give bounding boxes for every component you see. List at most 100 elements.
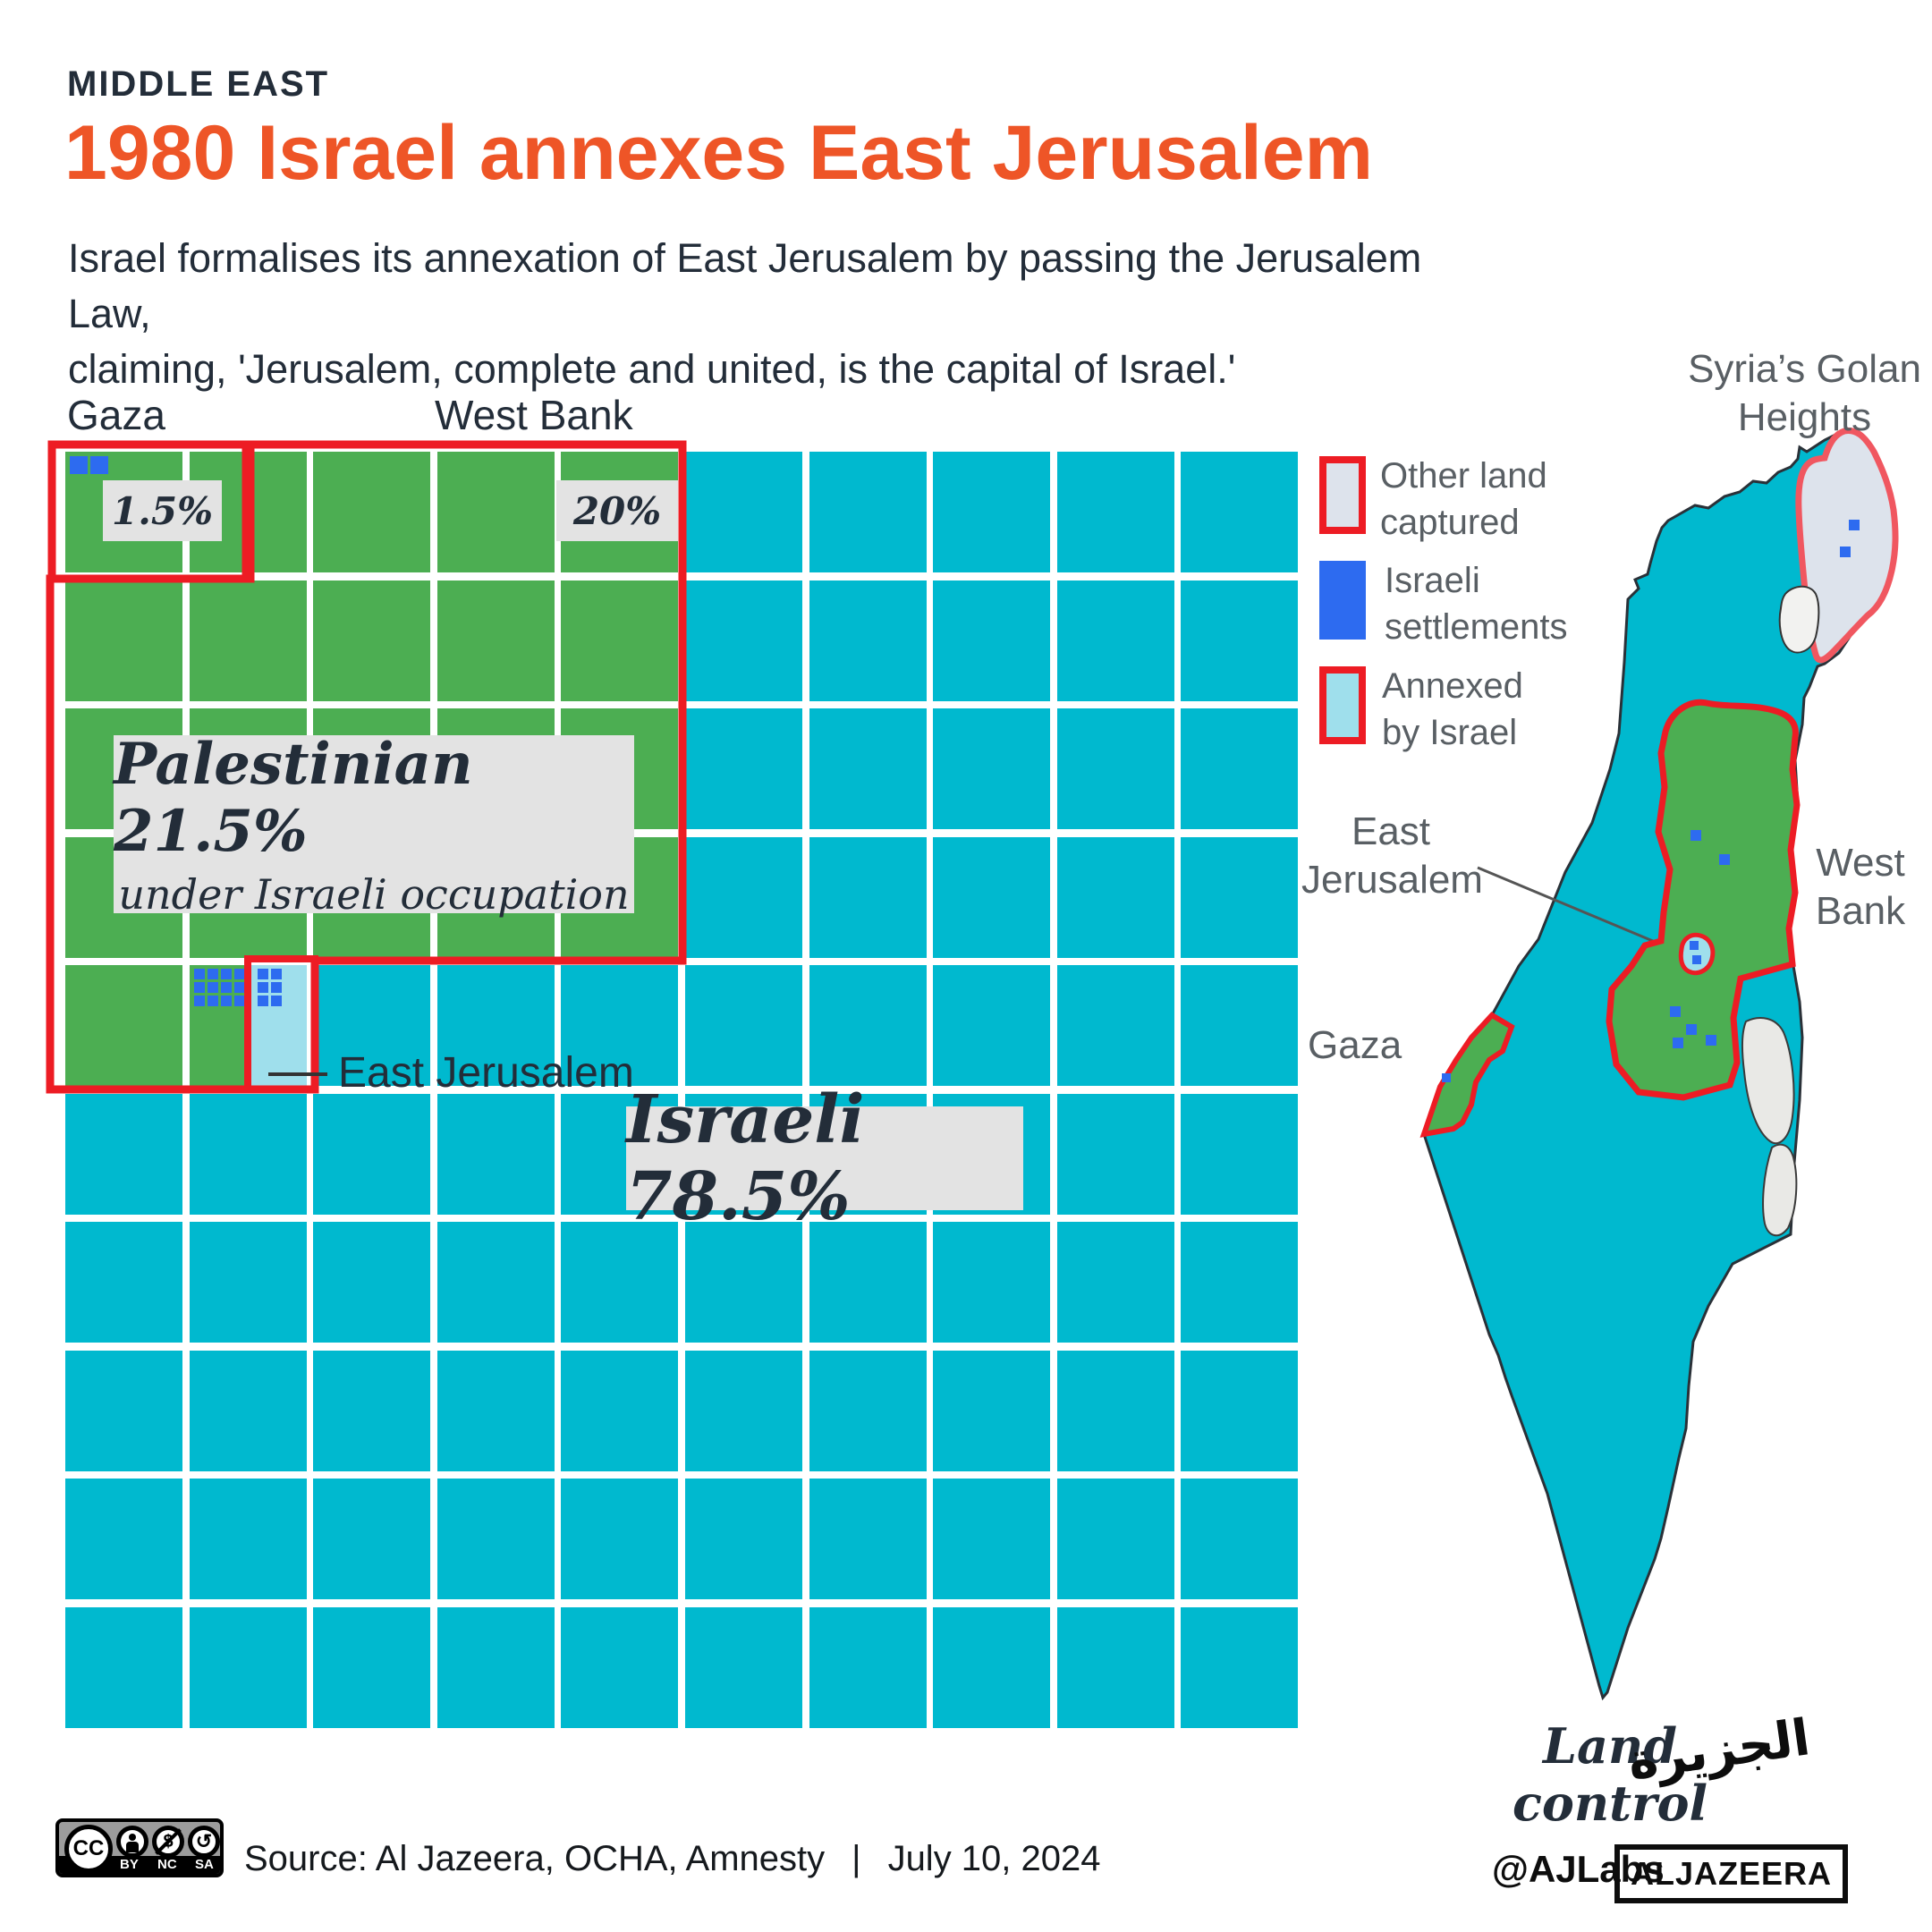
settlement-dot-wb-2 [1719,854,1730,865]
waffle-cell-israeli [561,1222,678,1343]
legend-label-other-land: Other land captured [1380,456,1547,542]
dead-sea-south [1762,1143,1798,1237]
waffle-cell-israeli [1057,1479,1174,1599]
settlement-square-west-bank [194,982,205,993]
legend-label-annexed: Annexed by Israel [1382,666,1523,752]
waffle-cell-israeli [190,1094,307,1215]
waffle-cell-israeli [437,1479,555,1599]
waffle-cell-israeli [1181,580,1298,701]
aljazeera-logo-box: ALJAZEERA [1614,1844,1849,1903]
cc-icon: CC [64,1825,113,1873]
settlement-dot-wb-3 [1670,1006,1681,1017]
israel-palestine-map [1419,427,1899,1701]
gaza-region [1419,1012,1515,1138]
waffle-cell-israeli [809,1222,927,1343]
legend-swatch-settlements [1319,561,1366,640]
waffle-cell-israeli [65,1094,182,1215]
map-label-west-bank: West Bank [1815,841,1906,933]
waffle-cell-israeli [561,1351,678,1471]
settlement-square-gaza [90,456,108,474]
settlement-square-west-bank [221,982,232,993]
waffle-cell-israeli [437,1222,555,1343]
waffle-cell-palestinian [437,580,555,701]
waffle-cell-palestinian [437,452,555,572]
waffle-cell-palestinian [65,580,182,701]
golan-heights-region [1795,427,1899,664]
map-label-golan: Syria’s Golan Heights [1688,347,1921,439]
waffle-cell-israeli [437,1094,555,1215]
settlement-dot-golan-2 [1840,547,1851,557]
cc-sa-arrow-icon: ↺ [188,1826,220,1858]
cc-sa-label: SA [195,1857,214,1872]
settlement-dot-wb-6 [1706,1035,1716,1046]
legend-swatch-other-land [1319,456,1366,534]
waffle-cell-israeli [437,1351,555,1471]
waffle-cell-israeli [1181,837,1298,958]
waffle-cell-israeli [685,1479,802,1599]
palestinian-percent-line2: under Israeli occupation [118,869,630,919]
waffle-cell-israeli [933,452,1050,572]
cc-by-label: BY [120,1857,139,1872]
waffle-cell-israeli [685,452,802,572]
gaza-percent-badge: 1.5% [103,480,222,541]
waffle-cell-israeli [933,708,1050,829]
waffle-cell-israeli [1057,1094,1174,1215]
waffle-cell-israeli [1181,1094,1298,1215]
waffle-cell-israeli [933,965,1050,1086]
settlement-dot-ej-1 [1690,941,1699,950]
settlement-square-west-bank [194,969,205,979]
waffle-cell-israeli [1057,1351,1174,1471]
israeli-percent-badge: Israeli 78.5% [626,1081,1023,1235]
map-caption-land-control: Land control [1512,1717,1708,1832]
settlement-dot-wb-4 [1686,1024,1697,1035]
waffle-cell-israeli [190,1351,307,1471]
waffle-cell-israeli [1181,452,1298,572]
subtitle: Israel formalises its annexation of East… [68,235,1422,392]
waffle-cell-israeli [1057,1607,1174,1728]
waffle-cell-israeli [685,708,802,829]
settlement-square-east-jerusalem [258,982,268,993]
settlement-dot-ej-2 [1692,955,1701,964]
settlement-square-west-bank [208,996,218,1006]
settlement-square-west-bank [208,969,218,979]
waffle-cell-israeli [1057,708,1174,829]
waffle-cell-israeli [190,1222,307,1343]
waffle-cell-israeli [809,1479,927,1599]
cc-nc-dollar-icon: $ [152,1826,184,1858]
waffle-cell-israeli [561,1479,678,1599]
cc-nc-label: NC [157,1857,177,1872]
waffle-cell-israeli [933,837,1050,958]
waffle-cell-israeli [685,1607,802,1728]
waffle-cell-israeli [313,1607,430,1728]
waffle-cell-palestinian [561,580,678,701]
settlement-square-east-jerusalem [271,996,282,1006]
settlement-dot-wb-1 [1690,830,1701,841]
chart-label-west-bank: West Bank [435,392,633,438]
settlement-square-west-bank [234,982,245,993]
settlement-square-east-jerusalem [258,996,268,1006]
waffle-cell-israeli [685,965,802,1086]
waffle-cell-israeli [933,1351,1050,1471]
page-title: 1980 Israel annexes East Jerusalem [64,109,1373,198]
waffle-cell-israeli [65,1607,182,1728]
waffle-cell-israeli [1057,1222,1174,1343]
waffle-cell-israeli [809,1351,927,1471]
settlement-square-west-bank [208,982,218,993]
waffle-cell-israeli [1181,708,1298,829]
waffle-cell-israeli [685,1351,802,1471]
settlement-square-west-bank [221,996,232,1006]
waffle-cell-israeli [1181,1479,1298,1599]
east-jerusalem-region [1678,932,1716,976]
waffle-cell-israeli [933,1479,1050,1599]
waffle-cell-palestinian [313,580,430,701]
sea-of-galilee [1778,585,1820,654]
waffle-cell-israeli [313,1222,430,1343]
settlement-dot-golan-1 [1849,520,1860,530]
chart-label-east-jerusalem: East Jerusalem [338,1049,634,1097]
waffle-cell-israeli [1057,965,1174,1086]
settlement-square-east-jerusalem [258,969,268,979]
waffle-cell-israeli [313,1094,430,1215]
dead-sea [1741,1017,1795,1145]
waffle-cell-israeli [809,708,927,829]
